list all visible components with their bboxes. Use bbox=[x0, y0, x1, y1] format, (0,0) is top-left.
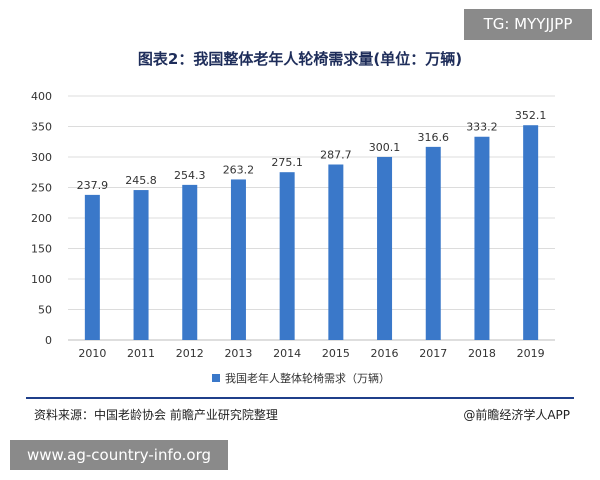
x-tick-label: 2014 bbox=[273, 347, 301, 360]
y-tick-label: 150 bbox=[31, 243, 52, 256]
footer-divider bbox=[26, 397, 574, 399]
brand-credit: @前瞻经济学人APP bbox=[463, 408, 570, 422]
data-label: 352.1 bbox=[515, 109, 547, 122]
x-tick-label: 2015 bbox=[322, 347, 350, 360]
data-label: 300.1 bbox=[369, 141, 401, 154]
x-axis-ticks: 2010 2011 2012 2013 2014 2015 2016 2017 2018 2019 bbox=[78, 347, 544, 360]
bar bbox=[279, 172, 295, 340]
bar bbox=[474, 136, 490, 340]
data-labels: 237.9 245.8 254.3 263.2 275.1 287.7 300.1 316.6… bbox=[77, 109, 547, 192]
y-axis-ticks: 0 50 100 150 200 250 300 350 400 bbox=[31, 90, 52, 347]
legend-swatch bbox=[212, 374, 220, 382]
data-label: 245.8 bbox=[125, 174, 157, 187]
bar bbox=[133, 190, 149, 340]
x-tick-label: 2017 bbox=[419, 347, 447, 360]
data-label: 254.3 bbox=[174, 169, 206, 182]
y-tick-label: 100 bbox=[31, 273, 52, 286]
data-label: 237.9 bbox=[77, 179, 109, 192]
legend-label: 我国老年人整体轮椅需求（万辆） bbox=[225, 371, 390, 385]
data-label: 263.2 bbox=[223, 163, 255, 176]
watermark-tag: TG: MYYJJPP bbox=[464, 9, 592, 40]
bar-chart: 0 50 100 150 200 250 300 350 400 237.9 245.8 254.3… bbox=[31, 90, 555, 385]
y-tick-label: 250 bbox=[31, 182, 52, 195]
x-tick-label: 2016 bbox=[371, 347, 399, 360]
y-tick-label: 350 bbox=[31, 121, 52, 134]
data-label: 275.1 bbox=[271, 156, 303, 169]
site-watermark: www.ag-country-info.org bbox=[10, 440, 228, 470]
gridlines bbox=[68, 95, 555, 341]
x-tick-label: 2013 bbox=[224, 347, 252, 360]
data-label: 333.2 bbox=[466, 121, 498, 134]
bar bbox=[182, 184, 198, 340]
y-tick-label: 300 bbox=[31, 151, 52, 164]
x-tick-label: 2012 bbox=[176, 347, 204, 360]
x-tick-label: 2011 bbox=[127, 347, 155, 360]
legend: 我国老年人整体轮椅需求（万辆） bbox=[212, 371, 390, 385]
x-tick-label: 2010 bbox=[78, 347, 106, 360]
x-tick-label: 2019 bbox=[517, 347, 545, 360]
chart-title: 图表2：我国整体老年人轮椅需求量(单位：万辆) bbox=[137, 50, 463, 68]
y-tick-label: 0 bbox=[45, 334, 52, 347]
x-tick-label: 2018 bbox=[468, 347, 496, 360]
y-tick-label: 50 bbox=[38, 304, 52, 317]
bar bbox=[84, 194, 100, 340]
y-tick-label: 400 bbox=[31, 90, 52, 103]
y-tick-label: 200 bbox=[31, 212, 52, 225]
bar bbox=[523, 125, 539, 341]
data-label: 287.7 bbox=[320, 149, 352, 162]
data-label: 316.6 bbox=[418, 131, 450, 144]
bar bbox=[230, 179, 246, 340]
source-note: 资料来源：中国老龄协会 前瞻产业研究院整理 bbox=[34, 408, 278, 422]
bar bbox=[425, 146, 441, 340]
bars bbox=[84, 125, 539, 341]
bar bbox=[328, 164, 344, 340]
bar bbox=[377, 156, 393, 340]
